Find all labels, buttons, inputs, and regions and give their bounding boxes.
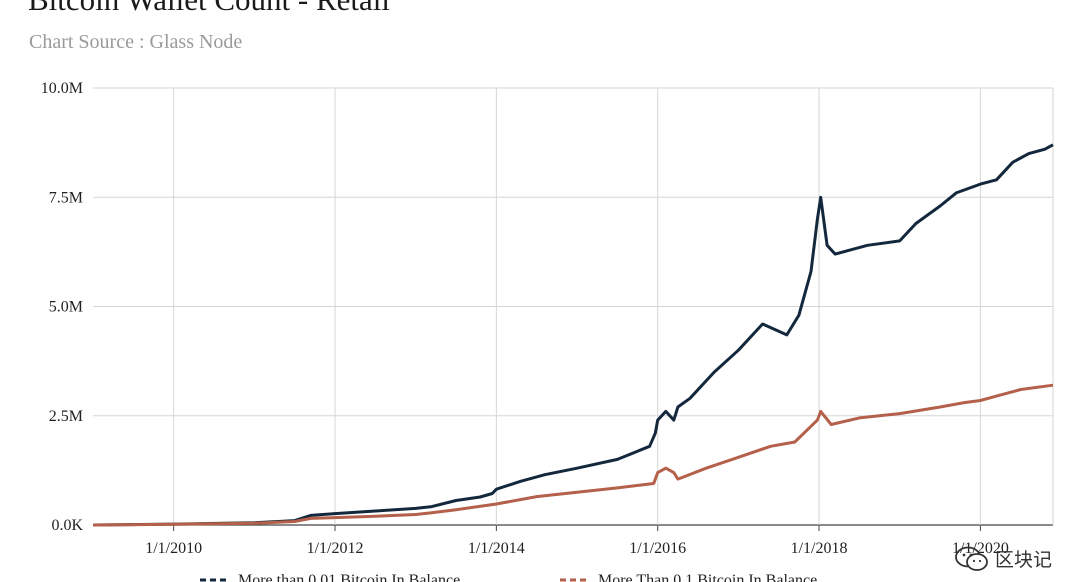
y-tick-label: 0.0K	[51, 517, 83, 534]
x-tick-label: 1/1/2010	[145, 540, 202, 557]
legend-label: More than 0.01 Bitcoin In Balance	[238, 572, 460, 582]
x-tick-label: 1/1/2014	[468, 540, 525, 557]
grid-lines	[93, 87, 1054, 526]
y-tick-label: 7.5M	[49, 189, 83, 206]
y-tick-label: 10.0M	[41, 80, 83, 97]
y-tick-label: 2.5M	[49, 408, 83, 425]
series-line-more-than-0-1-bitcoin-in-balance	[92, 383, 1054, 527]
chart-subtitle: Chart Source : Glass Node	[29, 31, 243, 53]
x-tick-label: 1/1/2012	[307, 540, 364, 557]
series-lines	[92, 143, 1054, 527]
watermark: 区块记	[955, 545, 1052, 572]
x-tick-label: 1/1/2018	[791, 540, 848, 557]
chart-title: Bitcoin Wallet Count - Retail	[28, 0, 390, 18]
legend-label: More Than 0.1 Bitcoin In Balance	[598, 572, 817, 582]
x-tick-label: 1/1/2020	[952, 540, 1009, 557]
wechat-icon	[955, 546, 988, 571]
series-line-more-than-0-01-bitcoin-in-balance	[92, 143, 1054, 527]
watermark-text: 区块记	[994, 549, 1052, 571]
y-tick-label: 5.0M	[49, 299, 83, 316]
legend[interactable]: More than 0.01 Bitcoin In Balance More Th…	[200, 572, 817, 582]
axes: 0.0K 2.5M 5.0M 7.5M 10.0M 1/1/2010 1/1/2012 1/1…	[41, 80, 1009, 557]
x-tick-label: 1/1/2016	[629, 540, 686, 557]
